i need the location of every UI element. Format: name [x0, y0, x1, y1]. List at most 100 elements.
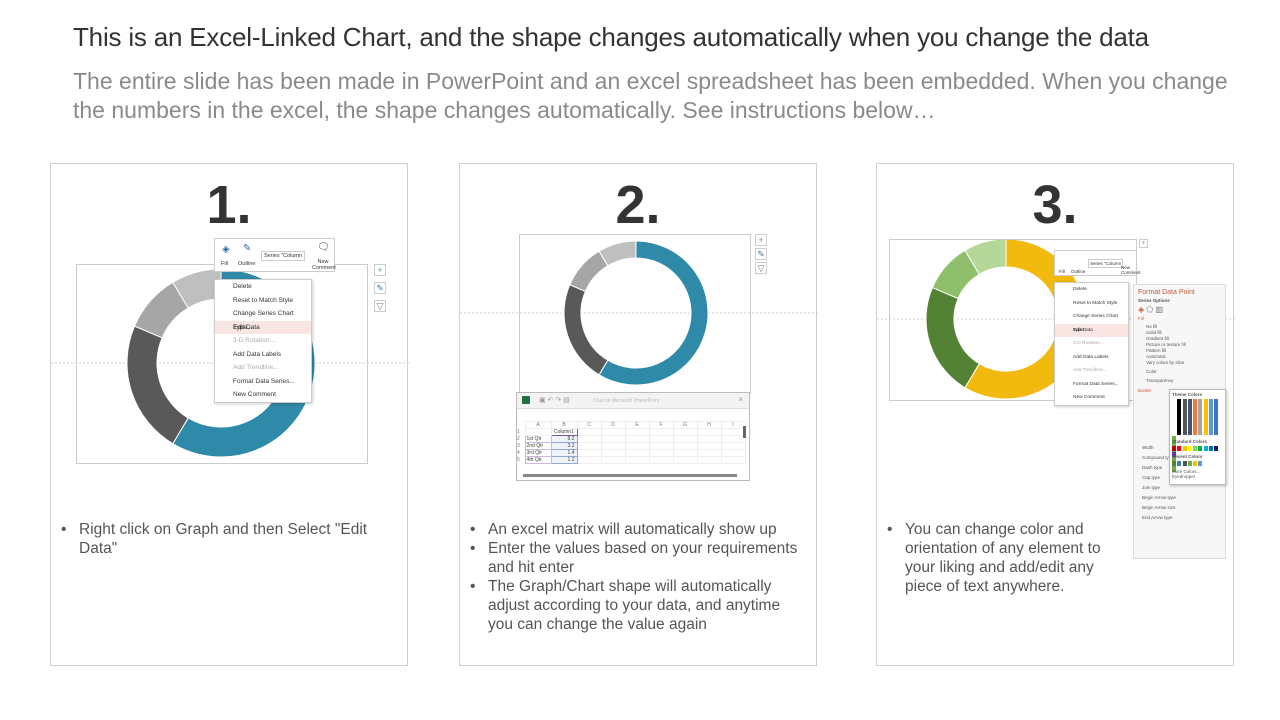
donut-slice[interactable]	[964, 238, 1007, 276]
save-undo-icons[interactable]: ▣ ↶ ↷ ▤	[539, 397, 570, 404]
menu-item[interactable]: New Comment	[233, 391, 276, 398]
cell[interactable]: 4th Qtr	[524, 456, 552, 464]
fill-button[interactable]: Fill	[1059, 269, 1065, 274]
chart-elements-plus-icon[interactable]: +	[755, 234, 767, 246]
color-swatch[interactable]	[1182, 399, 1187, 435]
color-swatch[interactable]	[1214, 399, 1219, 435]
line-property[interactable]: End Arrow type	[1142, 515, 1173, 520]
cell[interactable]: 1.4	[550, 449, 578, 457]
column-header[interactable]: D	[600, 421, 626, 429]
new-comment-button[interactable]: New Comment	[312, 259, 336, 271]
menu-item[interactable]: Format Data Series...	[233, 377, 295, 385]
color-swatch[interactable]	[1177, 461, 1182, 466]
menu-item[interactable]: Reset to Match Style	[233, 296, 293, 304]
line-property[interactable]: Begin Arrow size	[1142, 505, 1176, 510]
menu-item[interactable]: Reset to Match Style	[1073, 300, 1118, 306]
menu-item[interactable]: Add Data Labels	[1073, 354, 1109, 360]
line-property[interactable]: Compound type	[1142, 455, 1174, 460]
donut-chart[interactable]	[460, 164, 818, 484]
fill-section[interactable]: Fill	[1138, 316, 1144, 321]
fill-line-icon[interactable]: ◈ ⬠ ▥	[1138, 305, 1164, 314]
column-header[interactable]: B	[550, 421, 578, 429]
column-header[interactable]: C	[576, 421, 602, 429]
color-swatch[interactable]	[1172, 452, 1176, 457]
column-header[interactable]: F	[648, 421, 674, 429]
color-swatch[interactable]	[1187, 461, 1192, 466]
color-swatch[interactable]	[1209, 399, 1214, 435]
menu-item[interactable]: Change Series Chart Type...	[1073, 314, 1118, 333]
column-header[interactable]: A	[524, 421, 552, 429]
fill-option[interactable]: Picture or texture fill	[1146, 341, 1186, 347]
color-swatch[interactable]	[1203, 399, 1208, 435]
donut-slice[interactable]	[598, 240, 709, 386]
menu-item[interactable]: Format Data Series...	[1073, 381, 1119, 387]
fill-option[interactable]: Automatic	[1146, 353, 1167, 359]
chart-styles-brush-icon[interactable]: ✎	[755, 248, 767, 260]
line-property[interactable]: Join type	[1142, 485, 1161, 490]
series-options-dropdown[interactable]: Series Options	[1138, 298, 1170, 303]
fill-option[interactable]: No fill	[1146, 323, 1158, 329]
fill-button[interactable]: Fill	[221, 261, 229, 267]
eyedropper-item[interactable]: Eyedropper	[1172, 474, 1196, 479]
horizontal-scrollbar[interactable]	[523, 474, 737, 477]
color-swatch[interactable]	[1193, 446, 1198, 451]
column-header[interactable]: H	[696, 421, 722, 429]
cell[interactable]: 2nd Qtr	[524, 442, 552, 450]
line-property[interactable]: Cap type	[1142, 475, 1161, 480]
color-swatch[interactable]	[1172, 399, 1176, 435]
fill-option[interactable]: Pattern fill	[1146, 347, 1167, 353]
color-swatch[interactable]	[1177, 446, 1182, 451]
series-dropdown[interactable]: Series "Column	[261, 251, 306, 261]
color-swatch[interactable]	[1198, 399, 1203, 435]
color-swatch[interactable]	[1187, 399, 1192, 435]
more-colors-item[interactable]: More Colors...	[1172, 469, 1201, 474]
outline-button[interactable]: Outline	[238, 261, 256, 267]
menu-item[interactable]: Edit Data	[215, 320, 311, 334]
cell[interactable]: Column1	[550, 428, 578, 436]
color-swatch[interactable]	[1193, 461, 1198, 466]
column-header[interactable]: E	[624, 421, 650, 429]
chart-filter-icon[interactable]: ▽	[374, 300, 386, 312]
color-swatch[interactable]	[1193, 399, 1198, 435]
color-swatch[interactable]	[1177, 399, 1182, 435]
color-swatch[interactable]	[1209, 446, 1214, 451]
color-swatch[interactable]	[1198, 446, 1203, 451]
color-swatch[interactable]	[1203, 446, 1208, 451]
fill-option[interactable]: Vary colors by slice	[1146, 359, 1185, 365]
color-swatch[interactable]	[1182, 461, 1187, 466]
cell[interactable]: 1st Qtr	[524, 435, 552, 443]
donut-slice[interactable]	[598, 240, 637, 267]
column-header[interactable]: G	[672, 421, 698, 429]
fill-option[interactable]: Solid fill	[1146, 329, 1162, 335]
cell[interactable]: 3.2	[550, 442, 578, 450]
chart-selection-frame[interactable]	[519, 234, 751, 394]
series-dropdown[interactable]: Series "Column	[1088, 259, 1124, 268]
line-property[interactable]: Width	[1142, 445, 1154, 450]
menu-item[interactable]: Delete	[1073, 287, 1087, 292]
cell[interactable]: 1.2	[550, 456, 578, 464]
border-section[interactable]: Border	[1138, 388, 1152, 393]
vertical-scrollbar[interactable]	[743, 426, 746, 438]
spreadsheet-grid[interactable]: A B C D E F G H I 1 Column1 2 1st Qtr 8.2 3 2nd Qtr 3.2 4…	[517, 421, 746, 464]
chart-filter-icon[interactable]: ▽	[755, 262, 767, 274]
menu-item[interactable]: New Comment	[1073, 395, 1105, 400]
chart-elements-plus-icon[interactable]: +	[374, 264, 386, 276]
menu-item[interactable]: Delete	[233, 283, 252, 290]
chart-styles-brush-icon[interactable]: ✎	[374, 282, 386, 294]
color-swatch[interactable]	[1172, 461, 1176, 466]
close-icon[interactable]: ×	[738, 395, 743, 404]
cell[interactable]: 8.2	[550, 435, 578, 443]
color-swatch[interactable]	[1187, 446, 1192, 451]
line-property[interactable]: Begin Arrow type	[1142, 495, 1177, 500]
column-header[interactable]: I	[720, 421, 746, 429]
fill-option[interactable]: Gradient fill	[1146, 335, 1169, 341]
cell[interactable]: 3rd Qtr	[524, 449, 552, 457]
menu-item[interactable]: Change Series Chart Type...	[233, 310, 294, 331]
new-comment-button[interactable]: New Comment	[1121, 265, 1141, 275]
chart-elements-plus-icon[interactable]: +	[1139, 239, 1148, 248]
menu-item[interactable]: Edit Data	[1055, 323, 1128, 337]
color-swatch[interactable]	[1214, 446, 1219, 451]
color-swatch[interactable]	[1198, 461, 1203, 466]
outline-button[interactable]: Outline	[1071, 269, 1086, 274]
line-property[interactable]: Dash type	[1142, 465, 1163, 470]
